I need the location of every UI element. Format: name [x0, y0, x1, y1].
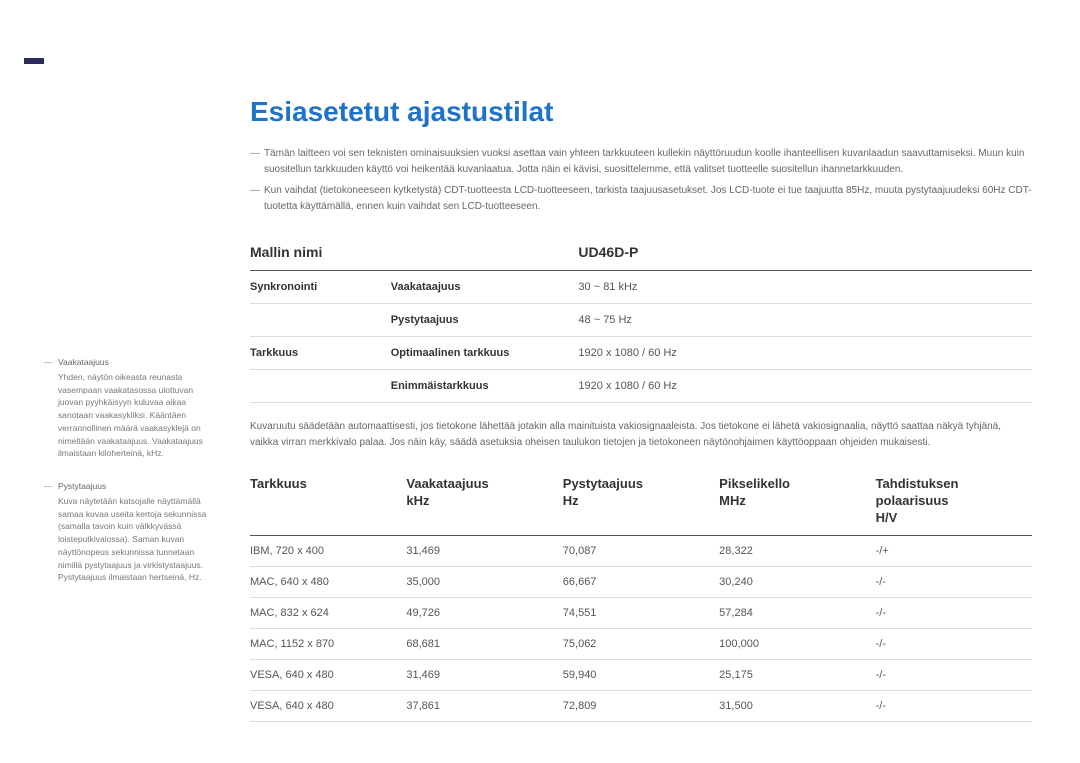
spec-cell: 1920 x 1080 / 60 Hz — [578, 337, 1032, 370]
intro-item: Tämän laitteen voi sen teknisten ominais… — [250, 146, 1032, 177]
sidebar-note-title: Vaakataajuus — [58, 356, 218, 369]
modes-cell: -/- — [876, 566, 1032, 597]
modes-cell: -/- — [876, 659, 1032, 690]
modes-header: Tarkkuus — [250, 468, 406, 535]
modes-cell: 31,469 — [406, 535, 562, 566]
spec-row: Tarkkuus Optimaalinen tarkkuus 1920 x 10… — [250, 337, 1032, 370]
modes-cell: 59,940 — [563, 659, 719, 690]
spec-cell: Pystytaajuus — [391, 304, 579, 337]
modes-cell: 72,809 — [563, 690, 719, 721]
modes-cell: VESA, 640 x 480 — [250, 659, 406, 690]
modes-table: Tarkkuus VaakataajuuskHz PystytaajuusHz … — [250, 468, 1032, 722]
modes-cell: IBM, 720 x 400 — [250, 535, 406, 566]
modes-row: VESA, 640 x 480 37,861 72,809 31,500 -/- — [250, 690, 1032, 721]
modes-cell: 66,667 — [563, 566, 719, 597]
modes-cell: -/- — [876, 597, 1032, 628]
modes-cell: 35,000 — [406, 566, 562, 597]
sidebar-note: Vaakataajuus Yhden, näytön oikeasta reun… — [48, 356, 218, 460]
sidebar-notes: Vaakataajuus Yhden, näytön oikeasta reun… — [48, 96, 218, 722]
modes-cell: 74,551 — [563, 597, 719, 628]
intro-list: Tämän laitteen voi sen teknisten ominais… — [250, 146, 1032, 214]
modes-cell: -/+ — [876, 535, 1032, 566]
modes-cell: 37,861 — [406, 690, 562, 721]
spec-row: Pystytaajuus 48 ~ 75 Hz — [250, 304, 1032, 337]
spec-row: Enimmäistarkkuus 1920 x 1080 / 60 Hz — [250, 370, 1032, 403]
spec-cell — [250, 304, 391, 337]
spec-header: Mallin nimi — [250, 234, 391, 271]
modes-row: VESA, 640 x 480 31,469 59,940 25,175 -/- — [250, 659, 1032, 690]
sidebar-note: Pystytaajuus Kuva näytetään katsojalle n… — [48, 480, 218, 584]
modes-cell: MAC, 640 x 480 — [250, 566, 406, 597]
modes-row: MAC, 640 x 480 35,000 66,667 30,240 -/- — [250, 566, 1032, 597]
spec-cell: 48 ~ 75 Hz — [578, 304, 1032, 337]
modes-header: PystytaajuusHz — [563, 468, 719, 535]
spec-cell — [250, 370, 391, 403]
spec-cell: Optimaalinen tarkkuus — [391, 337, 579, 370]
modes-cell: 75,062 — [563, 628, 719, 659]
modes-header: VaakataajuuskHz — [406, 468, 562, 535]
spec-cell: Vaakataajuus — [391, 271, 579, 304]
modes-cell: 31,469 — [406, 659, 562, 690]
modes-cell: 57,284 — [719, 597, 875, 628]
modes-cell: -/- — [876, 690, 1032, 721]
spec-header — [391, 234, 579, 271]
spec-row: Synkronointi Vaakataajuus 30 ~ 81 kHz — [250, 271, 1032, 304]
main-content: Esiasetetut ajastustilat Tämän laitteen … — [250, 96, 1032, 722]
intro-item: Kun vaihdat (tietokoneeseen kytketystä) … — [250, 183, 1032, 214]
spec-cell: Tarkkuus — [250, 337, 391, 370]
spec-cell: 1920 x 1080 / 60 Hz — [578, 370, 1032, 403]
modes-header: TahdistuksenpolaarisuusH/V — [876, 468, 1032, 535]
spec-cell: 30 ~ 81 kHz — [578, 271, 1032, 304]
sidebar-note-title: Pystytaajuus — [58, 480, 218, 493]
modes-cell: 25,175 — [719, 659, 875, 690]
modes-cell: 30,240 — [719, 566, 875, 597]
modes-cell: 68,681 — [406, 628, 562, 659]
modes-cell: MAC, 1152 x 870 — [250, 628, 406, 659]
modes-row: MAC, 1152 x 870 68,681 75,062 100,000 -/… — [250, 628, 1032, 659]
modes-row: IBM, 720 x 400 31,469 70,087 28,322 -/+ — [250, 535, 1032, 566]
page-container: Vaakataajuus Yhden, näytön oikeasta reun… — [0, 0, 1080, 762]
modes-cell: VESA, 640 x 480 — [250, 690, 406, 721]
modes-cell: -/- — [876, 628, 1032, 659]
modes-cell: MAC, 832 x 624 — [250, 597, 406, 628]
spec-cell: Synkronointi — [250, 271, 391, 304]
modes-cell: 28,322 — [719, 535, 875, 566]
spec-header: UD46D-P — [578, 234, 1032, 271]
modes-row: MAC, 832 x 624 49,726 74,551 57,284 -/- — [250, 597, 1032, 628]
brand-bar — [24, 58, 44, 64]
modes-cell: 31,500 — [719, 690, 875, 721]
mid-paragraph: Kuvaruutu säädetään automaattisesti, jos… — [250, 419, 1032, 450]
spec-cell: Enimmäistarkkuus — [391, 370, 579, 403]
modes-cell: 49,726 — [406, 597, 562, 628]
modes-header: PikselikelloMHz — [719, 468, 875, 535]
page-heading: Esiasetetut ajastustilat — [250, 96, 1032, 128]
sidebar-note-body: Kuva näytetään katsojalle näyttämällä sa… — [58, 495, 218, 584]
modes-cell: 70,087 — [563, 535, 719, 566]
spec-table: Mallin nimi UD46D-P Synkronointi Vaakata… — [250, 234, 1032, 403]
modes-cell: 100,000 — [719, 628, 875, 659]
sidebar-note-body: Yhden, näytön oikeasta reunasta vasempaa… — [58, 371, 218, 460]
